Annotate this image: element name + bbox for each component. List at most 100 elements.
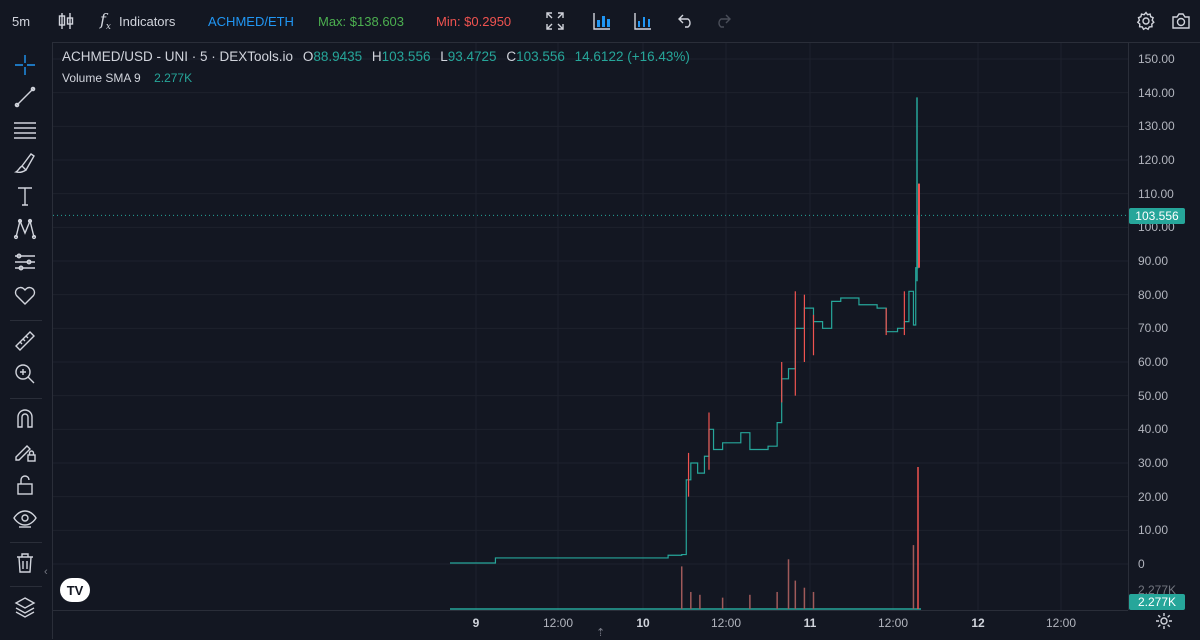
price-tick-label: 120.00 <box>1138 153 1175 167</box>
volume-axis-ghost: 2.277K <box>1138 583 1177 597</box>
symbol-label: ACHMED/USD - UNI · 5 · DEXTools.io <box>62 49 294 64</box>
max-price: Max: $138.603 <box>318 0 404 42</box>
close-value: 103.556 <box>516 49 565 64</box>
price-tick-label: 50.00 <box>1138 388 1169 403</box>
open-key: O <box>302 49 314 64</box>
low-value: 93.4725 <box>447 49 497 64</box>
toolbar-divider <box>10 398 42 399</box>
undo-button[interactable] <box>678 0 694 42</box>
current-volume-tag: 2.277K <box>1129 594 1185 610</box>
volume-value: 2.277K <box>154 71 193 85</box>
settings-button[interactable] <box>1136 0 1156 42</box>
ruler-icon <box>15 331 35 351</box>
pair-label: ACHMED/ETH <box>208 13 294 29</box>
gear-icon <box>1136 11 1155 31</box>
favorites-tool[interactable] <box>12 282 38 308</box>
toolbar-divider <box>10 542 42 543</box>
candles-icon <box>58 13 74 29</box>
time-tick-label: 12 <box>971 616 985 630</box>
time-tick-label: 11 <box>803 616 817 630</box>
low-key: L <box>440 49 448 64</box>
trend-line-tool[interactable] <box>12 84 38 110</box>
fullscreen-button[interactable] <box>546 0 564 42</box>
redo-button[interactable] <box>715 0 731 42</box>
bar-chart-button[interactable] <box>593 0 611 42</box>
pattern-tool[interactable] <box>12 216 38 242</box>
interval-label: 5m <box>12 13 31 29</box>
scroll-up-icon[interactable]: ⇡ <box>596 627 606 639</box>
price-axis[interactable] <box>1128 43 1200 610</box>
object-tree-tool[interactable] <box>12 594 38 620</box>
price-tick-label: 0 <box>1138 557 1145 571</box>
trend-line-icon <box>14 86 36 108</box>
price-tick-label: 150.00 <box>1138 52 1175 66</box>
top-toolbar: 5m fx Indicators ACHMED/ETH Max: $138.60… <box>0 0 1200 43</box>
pattern-icon <box>13 218 37 240</box>
volume-legend: Volume SMA 9 2.277K <box>62 71 192 85</box>
lock-all-tool[interactable] <box>12 472 38 498</box>
price-tick-label: 30.00 <box>1138 456 1169 470</box>
toolbar-divider <box>10 586 42 587</box>
eye-icon <box>13 510 37 528</box>
interval-button[interactable]: 5m <box>12 0 30 42</box>
brush-tool[interactable] <box>12 150 38 176</box>
pair-toggle-button[interactable]: ACHMED/ETH <box>208 0 294 42</box>
change-value: 14.6122 (+16.43%) <box>574 49 690 64</box>
theme-toggle-button[interactable] <box>1156 613 1172 634</box>
hide-drawings-tool[interactable] <box>12 505 38 531</box>
lock-drawing-tool[interactable] <box>12 439 38 465</box>
sun-icon <box>1156 613 1172 629</box>
min-label: Min: $0.2950 <box>436 13 512 29</box>
remove-drawings-tool[interactable] <box>12 550 38 576</box>
brush-icon <box>13 153 35 174</box>
crosshair-tool[interactable] <box>12 52 38 78</box>
text-icon <box>18 187 32 206</box>
text-tool[interactable] <box>12 183 38 209</box>
price-tick-label: 140.00 <box>1138 85 1175 100</box>
heart-icon <box>14 286 36 305</box>
magnet-tool[interactable] <box>12 406 38 432</box>
max-label: Max: $138.603 <box>318 13 405 29</box>
collapse-toolbar-button[interactable]: ‹ <box>44 566 48 578</box>
magnet-icon <box>17 409 33 428</box>
bar-chart-alt-icon <box>634 13 651 30</box>
indicators-button[interactable]: fx Indicators <box>100 0 175 42</box>
price-tick-label: 20.00 <box>1138 489 1169 504</box>
bar-chart-alt-button[interactable] <box>634 0 652 42</box>
time-tick-label: 10 <box>636 616 650 630</box>
redo-icon <box>718 14 731 28</box>
price-tick-label: 60.00 <box>1138 355 1169 369</box>
current-price-tag: 103.556 <box>1129 208 1185 224</box>
toolbar-divider <box>10 320 42 321</box>
tradingview-logo[interactable]: TV <box>60 578 90 602</box>
time-tick-label: 12:00 <box>1045 616 1077 630</box>
chart-type-button[interactable] <box>58 0 74 42</box>
zoom-in-icon <box>15 364 35 384</box>
price-line <box>450 215 919 564</box>
fx-icon: fx <box>100 9 111 33</box>
horizontal-lines-icon <box>14 122 36 139</box>
time-tick-label: 9 <box>472 616 480 630</box>
measure-tool[interactable] <box>12 328 38 354</box>
open-value: 88.9435 <box>313 49 363 64</box>
prediction-tool[interactable] <box>12 249 38 275</box>
sliders-icon <box>15 253 35 271</box>
min-price: Min: $0.2950 <box>436 0 511 42</box>
volume-label: Volume SMA 9 <box>62 71 141 85</box>
close-key: C <box>506 49 517 64</box>
fib-tool[interactable] <box>12 117 38 143</box>
layers-icon <box>14 597 36 618</box>
time-tick-label: 12:00 <box>877 616 909 630</box>
price-tick-label: 10.00 <box>1138 523 1169 538</box>
symbol-legend: ACHMED/USD - UNI · 5 · DEXTools.io O88.9… <box>62 49 690 64</box>
time-axis[interactable] <box>53 610 1128 640</box>
price-tick-label: 70.00 <box>1138 321 1169 336</box>
price-chart[interactable] <box>53 43 1128 610</box>
screenshot-button[interactable] <box>1171 0 1191 42</box>
price-tick-label: 90.00 <box>1138 254 1169 268</box>
zoom-tool[interactable] <box>12 361 38 387</box>
lock-icon <box>17 475 33 495</box>
high-value: 103.556 <box>381 49 431 64</box>
bar-chart-icon <box>593 13 610 30</box>
price-tick-label: 110.00 <box>1138 186 1174 201</box>
